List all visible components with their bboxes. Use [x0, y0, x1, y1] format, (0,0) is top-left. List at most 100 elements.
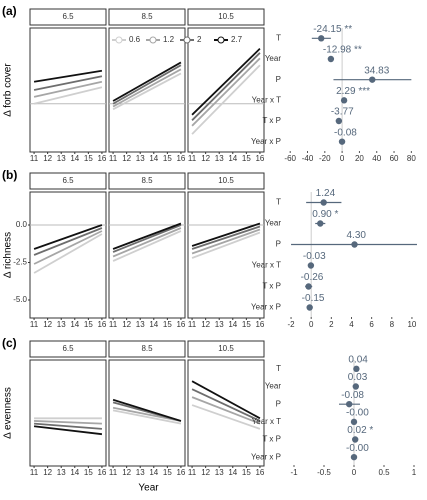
estimate-point	[369, 76, 376, 83]
trend-line	[191, 404, 261, 430]
panel	[29, 359, 107, 467]
facet-strip	[29, 8, 107, 26]
panel	[108, 359, 186, 467]
panel	[108, 191, 186, 319]
trend-line	[112, 409, 182, 425]
value-label: 0.03	[348, 372, 368, 383]
term-label: T x P	[262, 435, 281, 444]
value-label: 0.04	[348, 354, 368, 365]
trend-line	[33, 80, 103, 98]
estimate-point	[346, 400, 353, 408]
trend-line	[191, 380, 261, 420]
x-tick-label: -20	[319, 154, 331, 163]
x-tick-label: -1	[290, 468, 298, 477]
trend-line	[34, 422, 102, 430]
x-tick-label: 12	[201, 154, 210, 163]
value-label: -0.03	[303, 251, 326, 262]
estimate-point	[307, 262, 315, 269]
x-tick-label: 15	[163, 468, 172, 477]
panel	[187, 27, 265, 153]
y-axis-label: Δ richness	[3, 232, 14, 278]
trend-line	[191, 52, 261, 121]
x-tick-label: 60	[390, 154, 399, 163]
estimate-point	[340, 97, 348, 104]
legend-marker	[149, 36, 157, 44]
trend-line	[191, 396, 261, 425]
x-tick-label: 10	[407, 320, 416, 329]
x-tick-label: 15	[84, 468, 93, 477]
x-tick-label: 2	[329, 320, 334, 329]
value-label: -3.77	[331, 107, 354, 118]
facet-strip	[108, 340, 186, 358]
term-label: T x P	[262, 116, 281, 125]
legend-label: 2	[197, 35, 202, 44]
estimate-point	[338, 138, 346, 145]
x-tick-label: 14	[70, 468, 79, 477]
y-tick-label: 0.0	[16, 220, 28, 229]
x-tick-label: 16	[97, 154, 106, 163]
x-tick-label: 12	[201, 468, 210, 477]
estimate-point	[350, 418, 358, 426]
trend-line	[191, 228, 261, 255]
facet-label: 8.5	[141, 344, 153, 353]
y-tick-label: -5.0	[13, 295, 27, 304]
trend-line	[33, 233, 103, 274]
x-tick-label: 16	[255, 154, 264, 163]
value-label: 1.24	[316, 188, 336, 199]
x-tick-label: 40	[372, 154, 381, 163]
x-tick-label: 12	[43, 154, 52, 163]
x-tick-label: 8	[390, 320, 395, 329]
legend-label: 0.6	[129, 35, 141, 44]
x-tick-label: 11	[109, 154, 118, 163]
term-label: Year	[265, 382, 282, 391]
facet-strip	[29, 172, 107, 190]
x-tick-label: -60	[284, 154, 296, 163]
trend-line	[33, 230, 103, 265]
x-tick-label: 15	[84, 320, 93, 329]
x-tick-label: 13	[136, 468, 145, 477]
facet-label: 10.5	[218, 12, 234, 21]
facet-strip	[108, 172, 186, 190]
trend-line	[191, 225, 261, 250]
trend-line	[112, 398, 182, 422]
estimate-point	[318, 35, 325, 42]
term-label: T	[276, 33, 281, 42]
x-tick-label: -2	[287, 320, 295, 329]
value-label: 4.30	[347, 230, 367, 241]
trend-line	[112, 61, 182, 102]
x-tick-label: 6	[369, 320, 374, 329]
trend-line	[112, 227, 182, 258]
x-tick-label: 11	[188, 154, 197, 163]
legend-marker	[217, 36, 225, 44]
trend-line	[191, 231, 261, 259]
x-tick-label: 11	[188, 320, 197, 329]
facet-strip	[108, 8, 186, 26]
estimate-point	[352, 383, 359, 390]
estimate-point	[353, 365, 360, 373]
x-tick-label: 12	[43, 468, 52, 477]
panel	[29, 191, 107, 319]
x-tick-label: 14	[149, 320, 158, 329]
panel	[187, 359, 265, 467]
x-tick-label: 14	[228, 468, 237, 477]
term-label: T x P	[262, 282, 281, 291]
term-label: T	[276, 198, 281, 207]
facet-strip	[187, 8, 265, 26]
term-label: T	[276, 364, 281, 373]
panel	[187, 191, 265, 319]
trend-line	[112, 230, 182, 262]
estimate-point	[351, 241, 358, 248]
trend-line	[191, 222, 261, 247]
x-tick-label: 15	[84, 154, 93, 163]
x-tick-label: 11	[109, 320, 118, 329]
estimate-point	[305, 283, 312, 290]
facet-strip	[29, 340, 107, 358]
x-tick-label: 0.5	[378, 468, 390, 477]
estimate-point	[306, 304, 313, 311]
x-tick-label: 12	[122, 154, 131, 163]
term-label: Year x T	[252, 261, 281, 270]
trend-line	[191, 64, 261, 135]
x-axis-label: Year	[138, 483, 159, 494]
facet-label: 8.5	[141, 12, 153, 21]
